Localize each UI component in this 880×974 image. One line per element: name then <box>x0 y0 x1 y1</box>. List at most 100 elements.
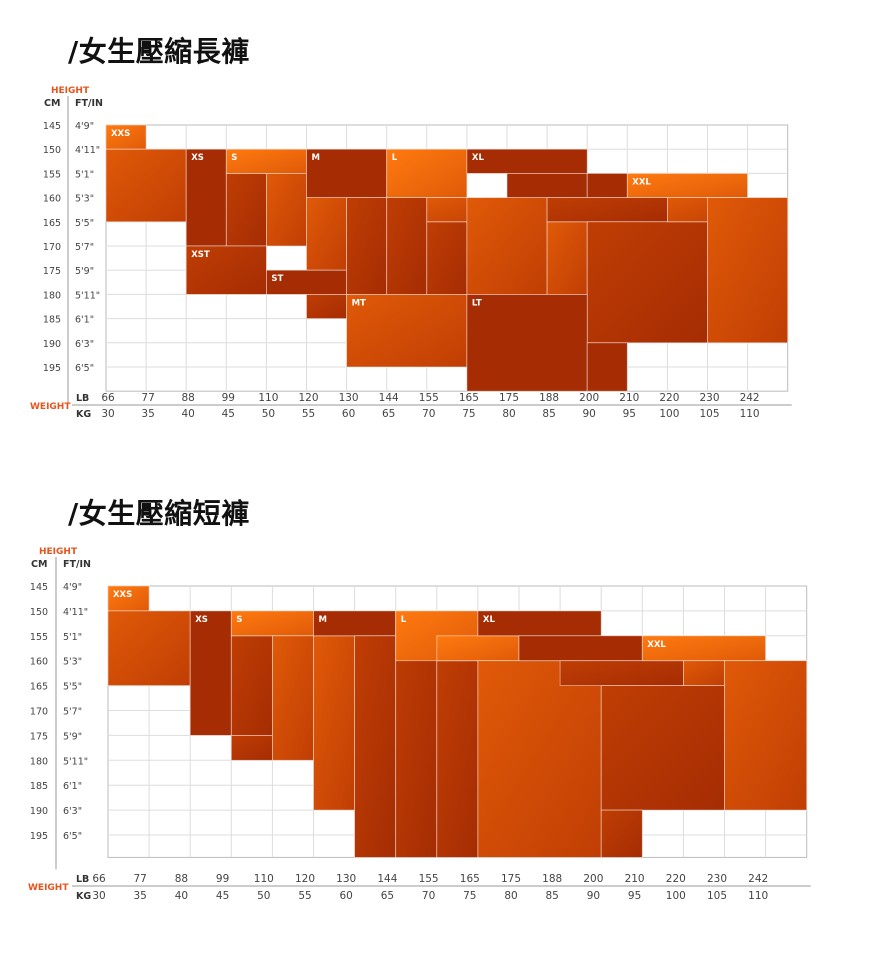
weight-lb-tick: 188 <box>539 392 559 404</box>
weight-kg-tick: 90 <box>587 890 600 902</box>
weight-lb-tick: 66 <box>92 873 106 885</box>
ftin-header: FT/IN <box>75 98 103 109</box>
cm-header: CM <box>31 559 47 570</box>
height-cm-tick: 195 <box>43 363 61 374</box>
height-cm-tick: 180 <box>43 290 61 301</box>
size-region-xxs <box>107 610 191 686</box>
weight-kg-tick: 100 <box>659 408 679 420</box>
height-ftin-tick: 5'3" <box>75 194 94 205</box>
height-ftin-tick: 4'9" <box>75 121 94 132</box>
size-region-xxl <box>707 197 789 344</box>
weight-lb-tick: 66 <box>101 392 115 404</box>
weight-kg-tick: 40 <box>182 408 195 420</box>
weight-kg-tick: 100 <box>666 890 686 902</box>
size-label-xxs: XXS <box>113 590 132 600</box>
weight-lb-tick: 220 <box>659 392 679 404</box>
size-label-xl: XL <box>472 153 485 163</box>
size-label-s: S <box>236 615 242 625</box>
size-region-s <box>230 610 314 637</box>
height-ftin-tick: 5'11" <box>75 290 100 301</box>
weight-kg-tick: 50 <box>262 408 275 420</box>
size-region-xxl <box>683 660 725 686</box>
size-region-l <box>477 660 602 858</box>
weight-lb-tick: 230 <box>699 392 719 404</box>
weight-lb-tick: 144 <box>379 392 399 404</box>
weight-kg-tick: 75 <box>463 890 476 902</box>
size-region-xxl <box>626 173 748 199</box>
height-cm-tick: 190 <box>43 339 61 350</box>
height-ftin-tick: 6'5" <box>75 363 94 374</box>
weight-lb-tick: 242 <box>748 873 768 885</box>
weight-kg-tick: 35 <box>141 408 154 420</box>
height-cm-tick: 165 <box>30 682 48 693</box>
weight-kg-tick: 80 <box>504 890 517 902</box>
size-label-l: L <box>392 153 398 163</box>
height-ftin-tick: 5'5" <box>63 682 82 693</box>
weight-kg-tick: 65 <box>382 408 395 420</box>
size-label-xl: XL <box>483 615 496 625</box>
ftin-header: FT/IN <box>63 559 91 570</box>
size-region-s <box>225 148 307 174</box>
size-region-m <box>426 221 468 295</box>
size-region-s <box>265 173 307 247</box>
size-region-xs <box>185 148 227 247</box>
size-region-xl <box>477 610 602 637</box>
weight-lb-tick: 220 <box>666 873 686 885</box>
weight-lb-tick: 110 <box>254 873 274 885</box>
weight-kg-tick: 85 <box>546 890 559 902</box>
size-label-xxl: XXL <box>632 177 651 187</box>
height-ftin-tick: 4'11" <box>63 607 88 618</box>
weight-kg-tick: 80 <box>502 408 515 420</box>
chart-title-tights: /女生壓縮長褲 <box>68 35 250 68</box>
kg-header: KG <box>76 409 91 420</box>
weight-lb-tick: 88 <box>182 392 195 404</box>
height-ftin-tick: 5'9" <box>75 266 94 277</box>
size-label-l: L <box>401 615 407 625</box>
size-region-m <box>346 197 388 295</box>
weight-lb-tick: 144 <box>377 873 397 885</box>
height-cm-tick: 185 <box>30 781 48 792</box>
size-region-m <box>306 148 388 198</box>
lb-header: LB <box>76 393 89 404</box>
size-region-xl <box>559 660 684 686</box>
weight-kg-tick: 35 <box>134 890 147 902</box>
height-ftin-tick: 6'3" <box>75 339 94 350</box>
weight-kg-tick: 85 <box>542 408 555 420</box>
height-ftin-tick: 4'9" <box>63 582 82 593</box>
height-cm-tick: 165 <box>43 218 61 229</box>
height-ftin-tick: 5'5" <box>75 218 94 229</box>
height-ftin-tick: 5'3" <box>63 657 82 668</box>
size-region-l <box>546 221 588 295</box>
weight-lb-tick: 210 <box>619 392 639 404</box>
weight-lb-tick: 165 <box>459 392 479 404</box>
size-region-xxs <box>107 585 150 612</box>
weight-lb-tick: 165 <box>460 873 480 885</box>
size-region-lt <box>586 342 628 392</box>
height-ftin-tick: 6'1" <box>63 781 82 792</box>
height-ftin-tick: 6'3" <box>63 806 82 817</box>
size-chart-shorts: HEIGHT CM FT/IN XXS XS S M L XL XXL 145 4'9" 150 4'11… <box>28 547 811 902</box>
height-cm-tick: 180 <box>30 756 48 767</box>
weight-label: WEIGHT <box>28 883 69 893</box>
height-ftin-tick: 5'1" <box>63 632 82 643</box>
size-region-xst <box>185 245 267 295</box>
lb-header: LB <box>76 874 89 885</box>
size-region-xs <box>230 635 273 736</box>
size-region-s <box>313 635 355 811</box>
height-cm-tick: 145 <box>30 582 48 593</box>
weight-lb-tick: 88 <box>175 873 188 885</box>
chart-title-shorts: /女生壓縮短褲 <box>68 497 250 530</box>
height-label: HEIGHT <box>51 86 90 96</box>
weight-kg-tick: 75 <box>462 408 475 420</box>
size-region-m <box>354 635 397 858</box>
size-region-xl <box>466 148 588 174</box>
weight-lb-tick: 99 <box>222 392 235 404</box>
size-region-xl <box>586 173 628 199</box>
size-region-xs <box>189 610 232 736</box>
weight-lb-tick: 130 <box>339 392 359 404</box>
size-label-m: M <box>319 615 327 625</box>
size-label-mt: MT <box>352 298 366 308</box>
height-ftin-tick: 5'9" <box>63 731 82 742</box>
size-label-xs: XS <box>195 615 208 625</box>
height-cm-tick: 155 <box>30 632 48 643</box>
